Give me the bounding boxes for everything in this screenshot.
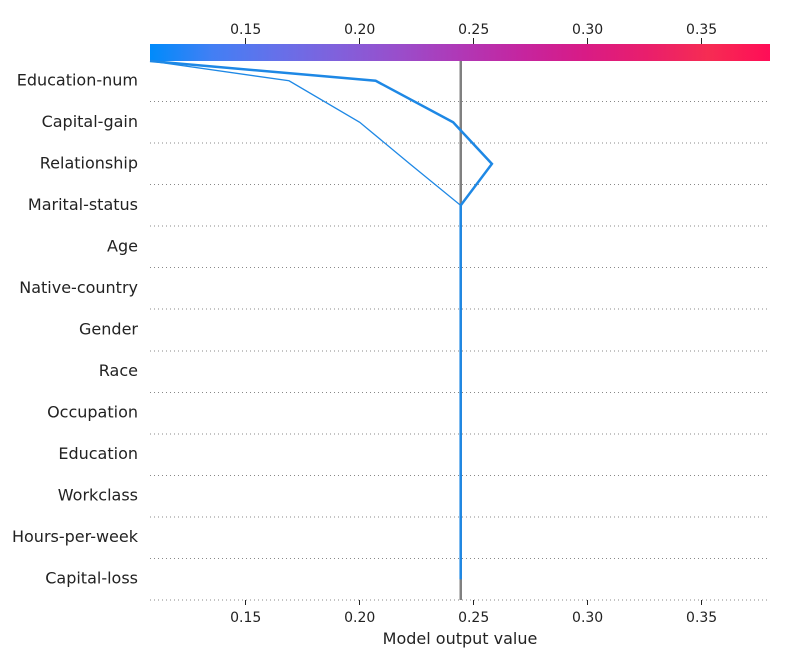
feature-label: Capital-loss (45, 569, 138, 588)
bottom-tick-label: 0.15 (230, 610, 261, 626)
bottom-tick-label: 0.35 (686, 610, 717, 626)
feature-label: Capital-gain (42, 112, 138, 131)
feature-label: Occupation (47, 403, 138, 422)
feature-label: Hours-per-week (12, 527, 139, 546)
decision-path (150, 61, 461, 579)
feature-label: Age (107, 236, 138, 255)
top-tick-label: 0.30 (572, 22, 603, 38)
feature-label: Education (58, 444, 138, 463)
chart-svg: 0.15 0.20 0.25 0.30 0.35 Education-num Capita… (0, 0, 800, 670)
shap-decision-plot: { "canvas": { "width": 800, "height": 67… (0, 0, 800, 670)
feature-label: Relationship (40, 153, 138, 172)
bottom-tick-label: 0.30 (572, 610, 603, 626)
bottom-tick-label: 0.25 (458, 610, 489, 626)
top-tick-label: 0.20 (344, 22, 375, 38)
feature-label: Native-country (19, 278, 138, 297)
feature-labels: Education-num Capital-gain Relationship Mar… (12, 70, 139, 587)
decision-path (150, 61, 492, 579)
x-axis-title: Model output value (383, 629, 538, 648)
decision-paths (150, 61, 492, 579)
feature-label: Race (99, 361, 138, 380)
colorbar (150, 44, 770, 61)
feature-label: Education-num (17, 70, 138, 89)
bottom-axis: 0.15 0.20 0.25 0.30 0.35 (230, 600, 717, 626)
feature-label: Marital-status (28, 195, 138, 214)
feature-label: Gender (79, 320, 138, 339)
bottom-tick-label: 0.20 (344, 610, 375, 626)
top-axis: 0.15 0.20 0.25 0.30 0.35 (230, 22, 717, 44)
feature-label: Workclass (58, 486, 138, 505)
top-tick-label: 0.25 (458, 22, 489, 38)
top-tick-label: 0.15 (230, 22, 261, 38)
top-tick-label: 0.35 (686, 22, 717, 38)
